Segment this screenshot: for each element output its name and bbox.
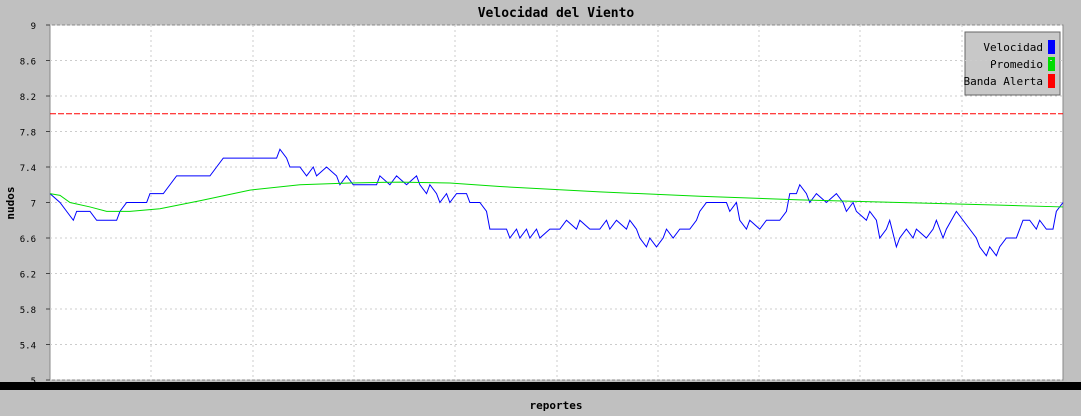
legend-label: Velocidad: [983, 41, 1043, 54]
y-tick-label: 5.4: [20, 342, 36, 352]
v-grid: [150, 25, 963, 380]
chart-title: Velocidad del Viento: [478, 6, 635, 21]
legend-swatch: [1048, 40, 1055, 54]
y-tick-label: 8.2: [20, 93, 36, 103]
legend-swatch: [1048, 57, 1055, 71]
y-tick-label: 7: [31, 200, 36, 210]
y-tick-label: 6.2: [20, 271, 36, 281]
legend-swatch: [1048, 74, 1055, 88]
y-tick-label: 7.4: [20, 164, 36, 174]
x-tick-labels-overlap: [0, 382, 1081, 390]
series-line: [49, 148, 1064, 257]
legend-box: [964, 31, 1061, 96]
y-tick-label: 5: [31, 377, 36, 387]
y-tick-label: 6.6: [20, 235, 36, 245]
legend: Velocidad Promedio Banda Alerta: [964, 31, 1061, 96]
y-tick-label: 9: [31, 22, 36, 32]
y-tick-label: 5.8: [20, 306, 36, 316]
x-axis-label: reportes: [530, 399, 583, 412]
y-tick-label: 7.8: [20, 129, 36, 139]
y-tick-label: 8.6: [20, 58, 36, 68]
legend-label: Promedio: [990, 58, 1043, 71]
legend-label: Banda Alerta: [964, 75, 1043, 88]
series-line: [49, 181, 1064, 212]
y-axis-label: nudos: [4, 186, 17, 219]
